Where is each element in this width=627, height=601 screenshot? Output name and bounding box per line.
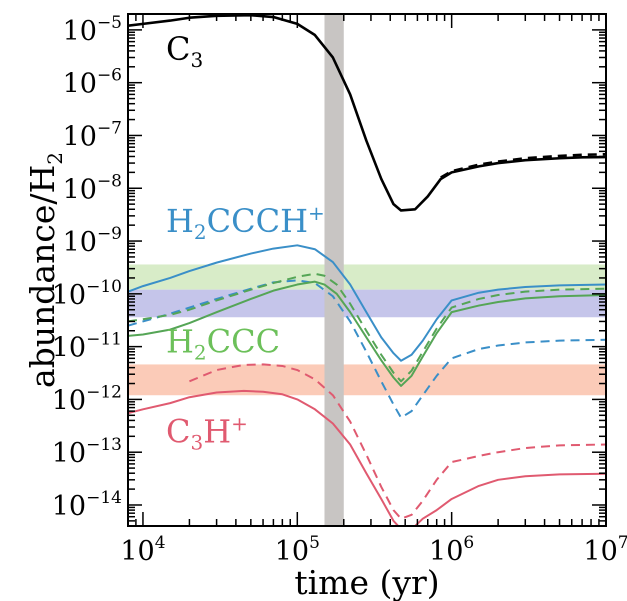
horizontal-band-0 [128,264,606,290]
y-tick-exp: −8 [97,171,122,191]
x-tick-base: 10 [275,536,309,567]
series-label-part: C [166,30,190,68]
axis-ticks [127,13,607,527]
y-tick-label: 10−14 [52,488,122,522]
y-axis-title: abundance/H2 [23,152,67,388]
y-tick-exp: −14 [86,488,122,508]
y-axis-title-main: abundance/H [23,165,62,388]
y-tick-exp: −11 [86,330,122,350]
y-tick-label: 10−10 [52,277,122,311]
series-label-part: 3 [190,430,203,454]
x-tick-label: 104 [120,533,165,567]
y-tick-base: 10 [63,121,97,152]
series-line-2 [128,244,606,362]
y-tick-exp: −12 [86,382,122,402]
series-lines [128,14,606,526]
x-tick-base: 10 [583,536,617,567]
y-tick-base: 10 [52,333,86,364]
series-line-4 [128,280,606,387]
series-line-3 [128,279,606,419]
tick-labels: 104 105 106 10710−1410−1310−1210−1110−1010−… [52,13,627,567]
x-tick-exp: 5 [309,533,320,553]
y-axis-title-sub: 2 [43,152,67,165]
series-label-part: 2 [194,220,207,244]
x-tick-label: 107 [583,533,627,567]
series-label-part: CCC [207,323,280,361]
series-line-6 [128,389,606,526]
x-tick-exp: 4 [155,533,166,553]
y-tick-base: 10 [52,385,86,416]
vertical-band [324,14,344,526]
y-tick-label: 10−13 [52,435,122,469]
y-tick-label: 10−7 [63,118,122,152]
y-tick-base: 10 [63,69,97,100]
series-label-part: H [203,412,231,450]
y-tick-exp: −10 [86,277,122,297]
x-tick-label: 105 [275,533,320,567]
series-line-7 [189,363,606,520]
y-tick-base: 10 [63,16,97,47]
y-tick-base: 10 [63,174,97,205]
y-tick-label: 10−12 [52,382,122,416]
y-tick-exp: −13 [86,435,122,455]
y-tick-base: 10 [52,280,86,311]
y-tick-base: 10 [52,491,86,522]
x-tick-base: 10 [429,536,463,567]
series-line-5 [128,272,606,383]
y-tick-exp: −9 [97,224,122,244]
series-label-part: C [166,412,190,450]
series-line-0 [128,14,606,212]
series-label-3: C3H+ [166,411,248,454]
series-label-1: H2CCCH+ [166,201,325,244]
y-tick-label: 10−5 [63,13,122,47]
x-axis-title: time (yr) [294,563,439,601]
y-tick-label: 10−8 [63,171,122,205]
series-label-part: 3 [190,48,203,72]
x-tick-label: 106 [429,533,474,567]
series-label-part: CCCH [207,202,308,240]
y-tick-label: 10−9 [63,224,122,258]
series-label-part: 2 [194,341,207,365]
series-label-part: H [166,202,194,240]
series-label-part: H [166,323,194,361]
x-tick-exp: 6 [463,533,474,553]
y-tick-label: 10−6 [63,66,122,100]
y-tick-base: 10 [63,227,97,258]
shaded-bands [128,14,606,526]
series-label-2: H2CCC [166,323,280,365]
y-tick-exp: −7 [97,118,122,138]
series-label-part: + [231,411,248,435]
y-tick-exp: −6 [97,66,122,86]
horizontal-band-2 [128,364,606,396]
y-tick-exp: −5 [97,13,122,33]
y-tick-label: 10−11 [52,330,122,364]
series-label-0: C3 [166,30,203,72]
x-tick-base: 10 [120,536,154,567]
y-tick-base: 10 [52,438,86,469]
x-tick-exp: 7 [618,533,627,553]
series-label-part: + [308,201,325,225]
series-line-1 [440,152,606,179]
plot-frame [127,13,607,527]
